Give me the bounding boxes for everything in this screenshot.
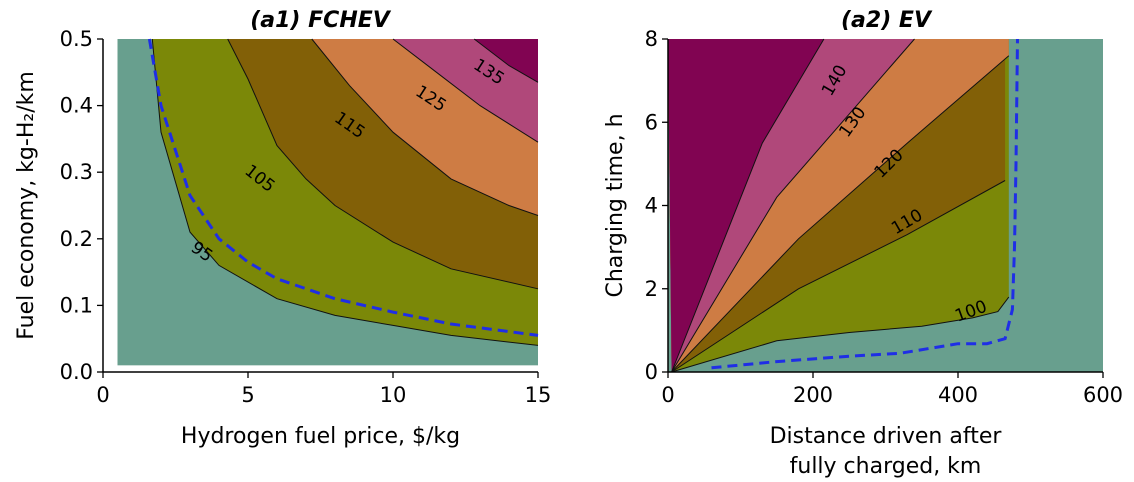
y-tick-label: 0.0	[60, 360, 93, 384]
y-tick-label: 0.4	[60, 94, 93, 118]
contour-line-125	[392, 38, 539, 143]
x-tick-label: 600	[1083, 383, 1123, 407]
y-tick-label: 2	[645, 277, 658, 301]
chart-title: (a1) FCHEV	[250, 8, 392, 33]
contour-band-140	[668, 39, 824, 372]
breakeven-dashed-line	[711, 38, 1019, 370]
y-tick-label: 0.5	[60, 27, 93, 51]
contour-band-135	[474, 39, 538, 83]
contour-line-135	[473, 38, 539, 83]
contour-line-115	[311, 38, 539, 216]
x-tick-label: 5	[241, 383, 254, 407]
contour-line-95	[151, 38, 539, 346]
contour-line-110	[671, 180, 1006, 373]
contour-line-140	[671, 38, 825, 373]
contour-band-beyond-range	[1014, 39, 1103, 372]
y-tick-label: 4	[645, 194, 658, 218]
y-tick-label: 0.3	[60, 160, 93, 184]
y-tick-label: 0.1	[60, 293, 93, 317]
y-axis-label: Fuel economy, kg-H₂/km	[14, 71, 39, 340]
y-tick-label: 0	[645, 360, 658, 384]
x-tick-label: 200	[793, 383, 833, 407]
y-tick-label: 8	[645, 27, 658, 51]
contour-line-120	[671, 55, 1010, 373]
contour-line-130	[671, 38, 915, 373]
x-tick-label: 0	[661, 383, 674, 407]
y-axis-label: Charging time, h	[603, 113, 628, 297]
x-tick-label: 0	[96, 383, 109, 407]
x-tick-label: 15	[525, 383, 552, 407]
chart-title: (a2) EV	[841, 8, 933, 33]
y-tick-label: 6	[645, 110, 658, 134]
breakeven-dashed-line	[147, 38, 539, 337]
contour-line-100	[671, 296, 1010, 373]
y-tick-label: 0.2	[60, 227, 93, 251]
contour-band-125	[393, 39, 538, 143]
x-tick-label: 400	[938, 383, 978, 407]
x-tick-label: 10	[380, 383, 407, 407]
contour-line-105	[227, 38, 539, 290]
x-axis-label: Hydrogen fuel price, $/kg	[181, 424, 460, 449]
x-axis-label: Distance driven after fully charged, km	[770, 424, 1003, 479]
